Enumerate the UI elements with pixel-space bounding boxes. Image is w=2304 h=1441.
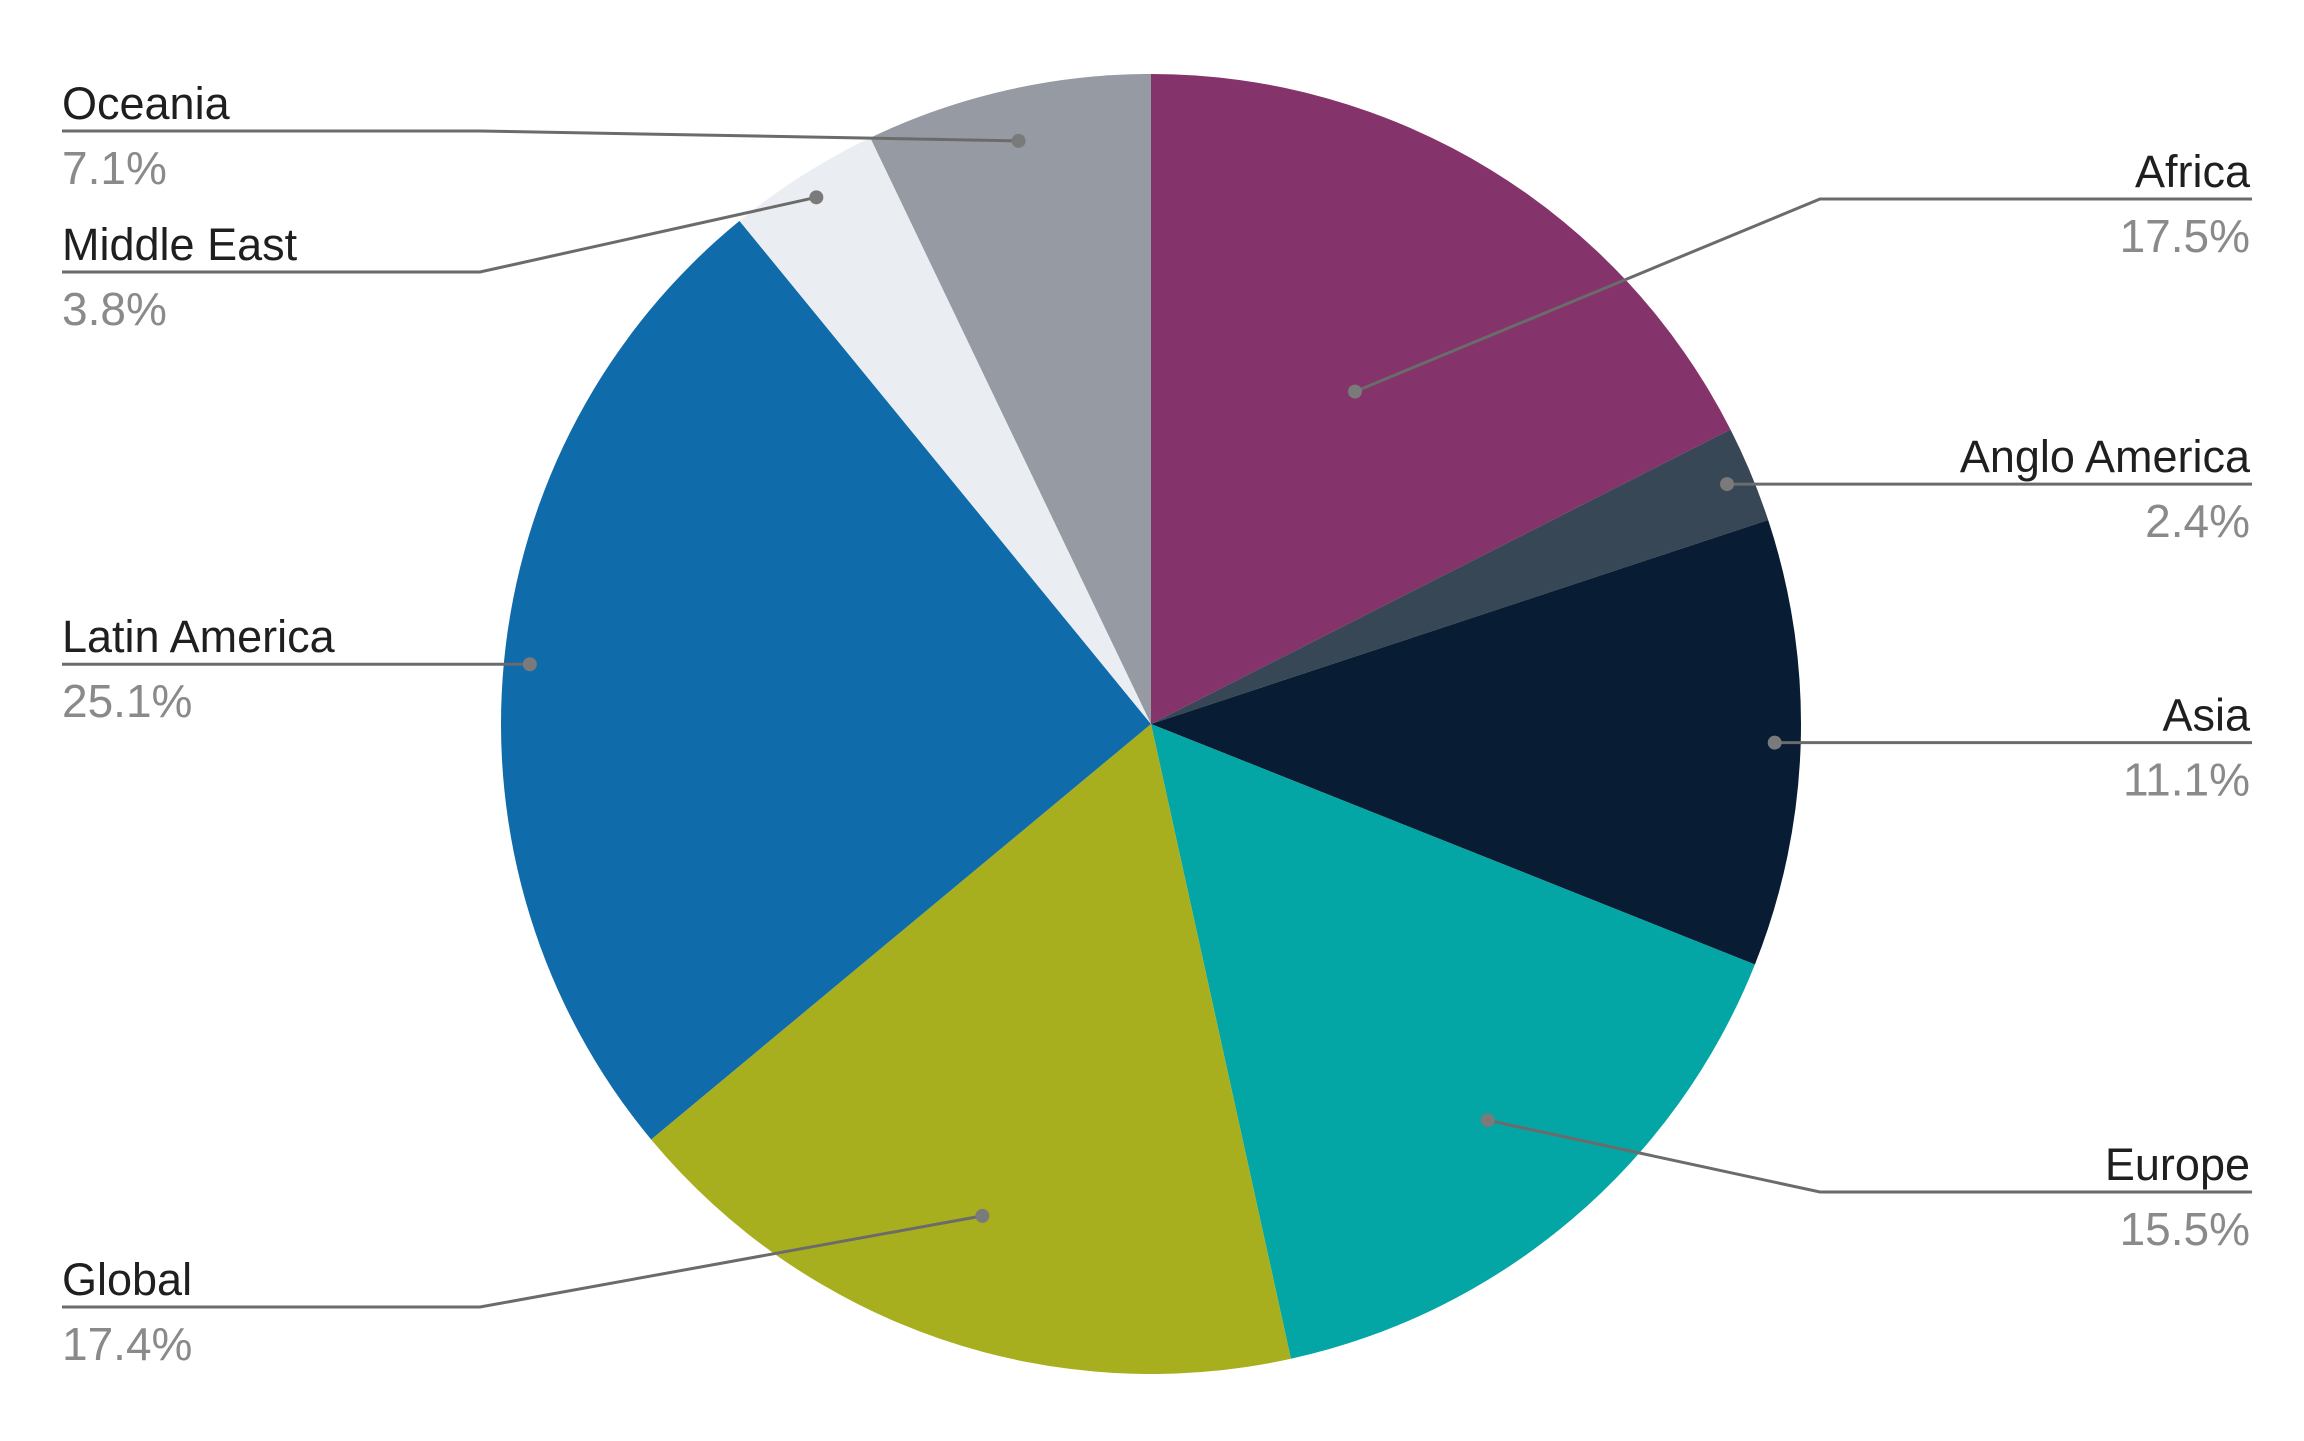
slice-label-anglo-america: Anglo America <box>1960 431 2251 482</box>
leader-dot-latin-america <box>522 657 537 672</box>
slice-label-middle-east: Middle East <box>62 219 298 270</box>
leader-dot-asia <box>1767 735 1782 750</box>
leader-dot-oceania <box>1011 133 1026 148</box>
leader-dot-africa <box>1347 384 1362 399</box>
slice-label-global: Global <box>62 1254 192 1305</box>
slice-value-anglo-america: 2.4% <box>2145 495 2250 547</box>
leader-dot-anglo-america <box>1720 477 1735 492</box>
leader-dot-middle-east <box>809 190 824 205</box>
slice-label-africa: Africa <box>2135 146 2251 197</box>
pie-slice-asia <box>1151 520 1801 965</box>
slice-value-oceania: 7.1% <box>62 142 167 194</box>
slice-label-asia: Asia <box>2162 690 2251 741</box>
slice-value-latin-america: 25.1% <box>62 675 192 727</box>
slices-layer <box>500 74 1801 1374</box>
leaders-layer <box>62 129 2252 1309</box>
pie-slice-middle-east <box>739 137 1151 724</box>
leader-line-europe <box>1487 1118 2252 1194</box>
pie-slice-oceania <box>870 74 1151 724</box>
slice-label-europe: Europe <box>2105 1139 2250 1190</box>
slice-value-europe: 15.5% <box>2120 1203 2250 1255</box>
slice-value-middle-east: 3.8% <box>62 283 167 335</box>
pie-slice-africa <box>1151 74 1731 724</box>
slice-value-africa: 17.5% <box>2120 210 2250 262</box>
pie-slice-europe <box>1151 724 1755 1359</box>
slice-label-latin-america: Latin America <box>62 611 336 662</box>
leader-line-global <box>62 1214 983 1309</box>
leader-dot-global <box>975 1208 990 1223</box>
slice-value-asia: 11.1% <box>2123 754 2250 806</box>
pie-slice-latin-america <box>500 220 1151 1140</box>
pie-slice-anglo-america <box>1151 429 1769 724</box>
slice-value-global: 17.4% <box>62 1318 192 1370</box>
leader-line-middle-east <box>62 195 817 274</box>
leader-line-africa <box>1354 197 2252 393</box>
leader-dot-europe <box>1480 1113 1495 1128</box>
slice-label-oceania: Oceania <box>62 78 231 129</box>
labels-layer: Africa 17.5% Anglo America 2.4% Asia 11.1% Eur… <box>62 78 2251 1370</box>
pie-slice-global <box>651 724 1291 1374</box>
leader-line-oceania <box>62 129 1019 143</box>
